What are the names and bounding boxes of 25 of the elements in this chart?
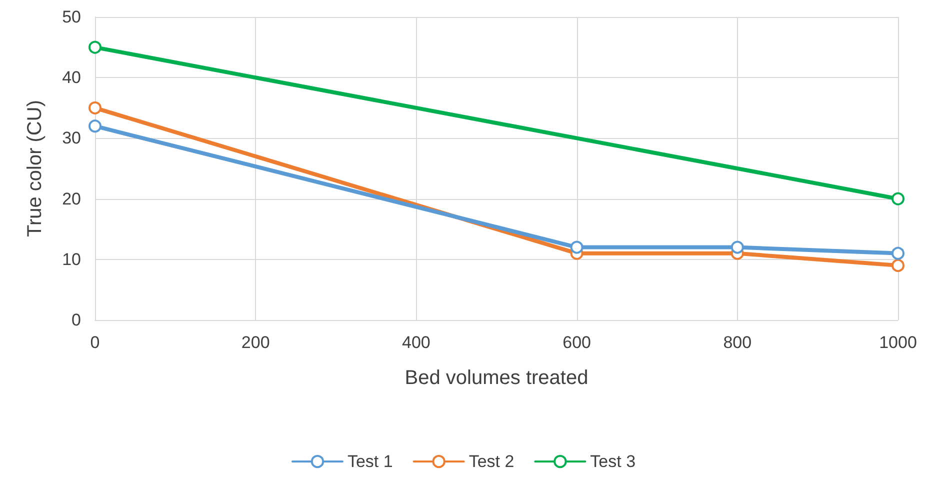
legend-label: Test 1 (347, 452, 393, 471)
point (88, 120, 102, 133)
x-tick-label: 800 (723, 333, 752, 352)
legend-label: Test 3 (590, 452, 636, 471)
x-tick-label: 200 (241, 333, 270, 352)
y-tick-label: 10 (62, 250, 81, 269)
point (892, 258, 904, 272)
y-tick-label: 0 (72, 310, 81, 330)
y-tick-label: 30 (62, 128, 81, 148)
point (88, 101, 102, 114)
point (88, 40, 102, 54)
y-tick-label: 50 (62, 8, 81, 26)
y-axis-title: True color (CU) (24, 100, 46, 238)
legend-label: Test 2 (468, 452, 514, 471)
x-tick-label: 0 (90, 333, 100, 352)
x-axis-title: Bed volumes treated (404, 367, 588, 389)
x-tick-label: 600 (562, 333, 591, 352)
x-tick-label: 1000 (879, 333, 917, 352)
y-tick-label: 20 (62, 189, 81, 208)
point (570, 240, 584, 254)
point (892, 192, 904, 206)
y-tick-label: 40 (62, 68, 81, 88)
x-tick-label: 400 (402, 333, 430, 352)
point (892, 246, 904, 260)
point (730, 240, 744, 254)
